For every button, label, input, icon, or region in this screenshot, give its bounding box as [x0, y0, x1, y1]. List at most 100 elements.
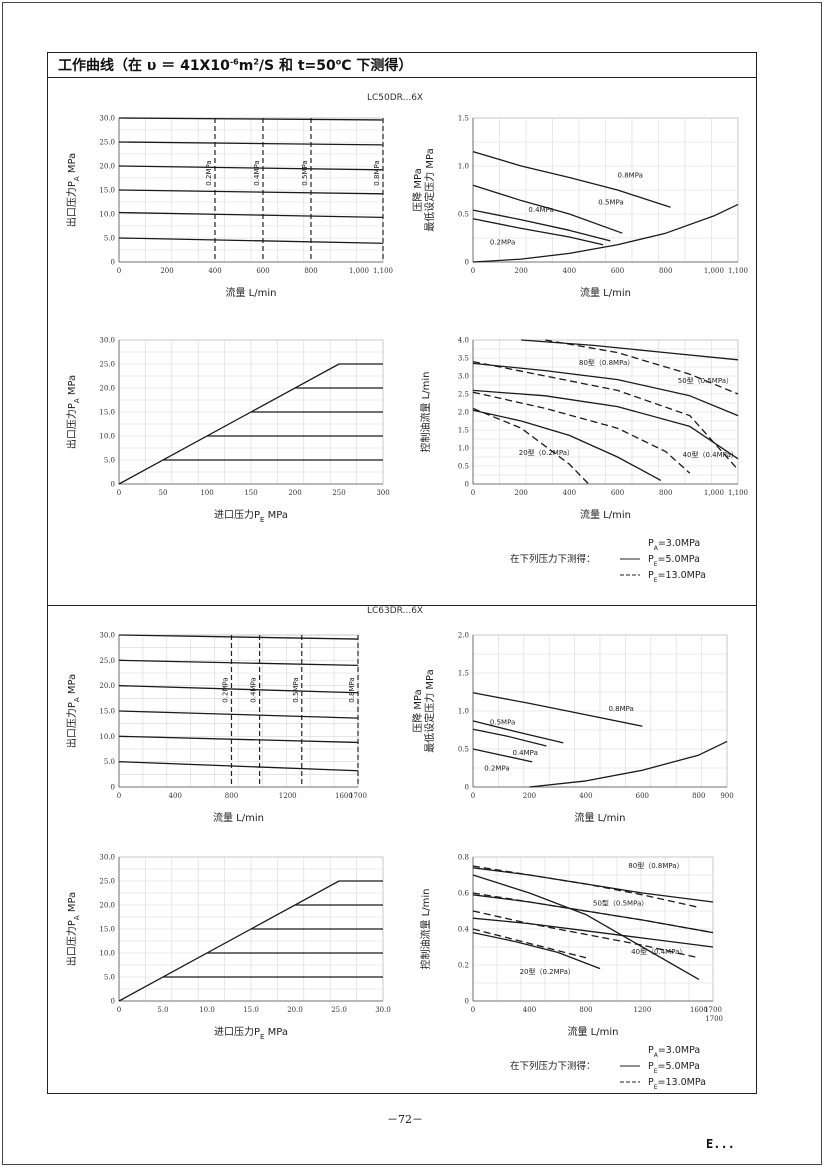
x-tick-label: 10.0 — [199, 1006, 215, 1014]
y-tick-label: 0.6 — [458, 890, 470, 898]
series-line — [472, 931, 601, 970]
series-line — [118, 659, 359, 667]
x-tick-label: 1600 — [335, 792, 353, 800]
x-tick-label: 0 — [471, 1006, 475, 1014]
series-line — [118, 117, 384, 121]
y-tick-label: 25.0 — [99, 878, 115, 886]
y-tick-label: 2.5 — [458, 391, 469, 399]
legend-item: PA=3.0MPa — [648, 1045, 700, 1059]
y-axis-label: 控制油流量 L/min — [419, 889, 432, 970]
curve-annotation: 20型（0.2MPa） — [519, 448, 574, 457]
chart-lc63-pressure-drop: 0 200 400 600 800 900 0 0.5 1.0 1.5 2.0 流量 L/min 压降 … — [411, 632, 734, 825]
x-tick-label: 15.0 — [243, 1006, 259, 1014]
y-tick-label: 1.0 — [458, 708, 469, 716]
curve-annotation: 80型（0.8MPa） — [579, 358, 634, 367]
x-tick-label: 400 — [208, 267, 221, 275]
x-tick-label: 400 — [563, 267, 576, 275]
y-tick-label: 0.5 — [458, 463, 469, 471]
vline-label: 0.5MPa — [301, 160, 309, 185]
y-tick-label: 0 — [465, 259, 469, 267]
y-tick-label: 15.0 — [99, 187, 115, 195]
curve-annotation: 0.5MPa — [490, 719, 515, 727]
model-label-lc63: LC63DR...6X — [367, 606, 424, 616]
legend-item: PE=5.0MPa — [648, 1061, 700, 1075]
series-line — [118, 237, 384, 244]
x-tick-label: 900 — [720, 792, 733, 800]
x-tick-label: 20.0 — [287, 1006, 303, 1014]
x-tick-label: 0 — [117, 792, 121, 800]
vline-label: 0.2MPa — [205, 160, 213, 185]
legend-prefix: 在下列压力下测得： — [510, 553, 596, 565]
x-tick-label: 0 — [471, 489, 475, 497]
x-axis-label: 流量 L/min — [580, 508, 631, 521]
x-tick-label: 400 — [523, 1006, 536, 1014]
series-line — [118, 880, 383, 1002]
y-tick-label: 5.0 — [104, 457, 115, 465]
curve-annotation: 50型（0.5MPa） — [593, 899, 648, 908]
y-tick-label: 10.0 — [99, 433, 115, 441]
legend-item: PE=5.0MPa — [648, 554, 700, 568]
x-tick-label: 600 — [611, 267, 624, 275]
series-line — [118, 710, 359, 719]
x-tick-label: 1,000 — [349, 267, 369, 275]
series-line — [118, 761, 359, 772]
x-tick-label: 600 — [636, 792, 649, 800]
page-number: －72－ — [387, 1113, 423, 1126]
y-axis-label: 出口压力PA MPa — [65, 375, 81, 449]
x-axis-label: 进口压力PE MPa — [214, 1025, 288, 1041]
x-tick-label: 0 — [471, 792, 475, 800]
y-axis-label: 出口压力PA MPa — [65, 153, 81, 227]
curve-annotation: 20型（0.2MPa） — [520, 967, 575, 976]
x-tick-label: 1700 — [704, 1006, 722, 1014]
x-axis-label: 流量 L/min — [580, 286, 631, 299]
y-tick-label: 4.0 — [458, 337, 469, 345]
y-tick-label: 30.0 — [99, 115, 115, 123]
series-line — [118, 634, 359, 640]
y-tick-label: 5.0 — [104, 758, 115, 766]
chart-lc50-outlet-vs-inlet: 0 50 100 150 200 250 300 0 5.0 10.0 15.0 20.0 25.0 30… — [65, 337, 390, 525]
x-tick-label: 1600 — [690, 1006, 708, 1014]
y-tick-label: 1.5 — [458, 115, 469, 123]
logo-mark: E... — [706, 1137, 735, 1151]
y-tick-label: 3.0 — [458, 373, 469, 381]
curve-annotation: 0.2MPa — [490, 239, 515, 247]
vline-label: 0.8MPa — [373, 160, 381, 185]
x-tick-label: 400 — [579, 792, 592, 800]
legend-item: PE=13.0MPa — [648, 1077, 706, 1091]
series-line — [472, 218, 604, 246]
y-tick-label: 25.0 — [99, 657, 115, 665]
x-axis-label: 进口压力PE MPa — [214, 508, 288, 524]
y-axis-label: 压降 MPa — [411, 168, 424, 212]
x-end-note: 1700 — [705, 1015, 723, 1023]
curve-annotation: 40型（0.4MPa） — [683, 450, 738, 459]
series-line — [472, 203, 739, 263]
x-tick-label: 50 — [159, 489, 168, 497]
y-tick-label: 1.0 — [458, 163, 469, 171]
document-box: 工作曲线（在 υ ＝ 41X10-6m2/S 和 t=50oC 下测得） — [47, 52, 757, 1094]
y-tick-label: 0 — [111, 259, 115, 267]
x-tick-label: 800 — [304, 267, 317, 275]
legend-0: 在下列压力下测得： PA=3.0MPa PE=5.0MPa PE=13.0MPa — [510, 538, 706, 584]
series-line — [472, 409, 662, 481]
series-line — [545, 339, 739, 395]
x-axis-label: 流量 L/min — [575, 811, 626, 824]
y-tick-label: 0.8 — [458, 854, 469, 862]
x-axis-label: 流量 L/min — [226, 286, 277, 299]
y-tick-label: 15.0 — [99, 708, 115, 716]
x-tick-label: 400 — [563, 489, 576, 497]
series-line — [118, 165, 384, 171]
y-tick-label: 0.5 — [458, 211, 469, 219]
y-tick-label: 1.5 — [458, 670, 469, 678]
x-tick-label: 250 — [332, 489, 345, 497]
y-tick-label: 0.5 — [458, 746, 469, 754]
y-tick-label: 3.5 — [458, 355, 469, 363]
x-tick-label: 600 — [256, 267, 269, 275]
vline-label: 0.4MPa — [253, 160, 261, 185]
y-tick-label: 30.0 — [99, 854, 115, 862]
x-axis-label: 流量 L/min — [213, 811, 264, 824]
y-tick-label: 30.0 — [99, 632, 115, 640]
y-axis-label-2: 最低设定压力 MPa — [423, 148, 436, 232]
x-tick-label: 800 — [225, 792, 238, 800]
y-tick-label: 30.0 — [99, 337, 115, 345]
